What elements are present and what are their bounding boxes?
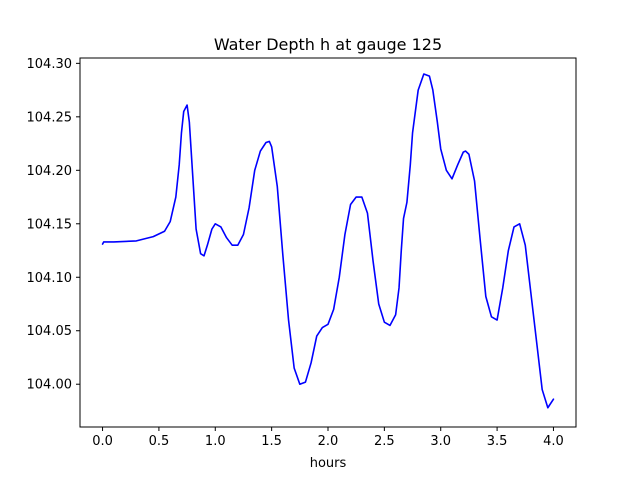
x-tick-label: 0.0	[92, 434, 113, 449]
x-tick-label: 0.5	[149, 434, 170, 449]
x-axis: 0.0 0.5 1.0 1.5 2.0 2.5 3.0 3.5 4.0	[92, 427, 564, 449]
x-tick-label: 4.0	[543, 434, 564, 449]
y-tick-label: 104.00	[27, 378, 73, 393]
y-tick-label: 104.15	[27, 217, 73, 232]
x-tick-label: 1.5	[261, 434, 282, 449]
y-tick-label: 104.25	[27, 110, 73, 125]
x-tick-label: 3.5	[487, 434, 508, 449]
y-tick-label: 104.30	[27, 57, 73, 72]
x-tick-label: 2.0	[318, 434, 339, 449]
x-axis-label: hours	[310, 456, 347, 471]
y-axis: 104.00 104.05 104.10 104.15 104.20 104.25 104.…	[27, 57, 80, 393]
x-tick-label: 3.0	[430, 434, 451, 449]
plot-frame	[79, 57, 577, 428]
x-tick-label: 2.5	[374, 434, 395, 449]
series-line-0	[101, 73, 555, 409]
plot-area	[79, 57, 577, 428]
y-tick-label: 104.10	[27, 271, 73, 286]
y-tick-label: 104.20	[27, 164, 73, 179]
chart-title: Water Depth h at gauge 125	[214, 35, 442, 54]
y-tick-label: 104.05	[27, 324, 73, 339]
x-tick-label: 1.0	[205, 434, 226, 449]
